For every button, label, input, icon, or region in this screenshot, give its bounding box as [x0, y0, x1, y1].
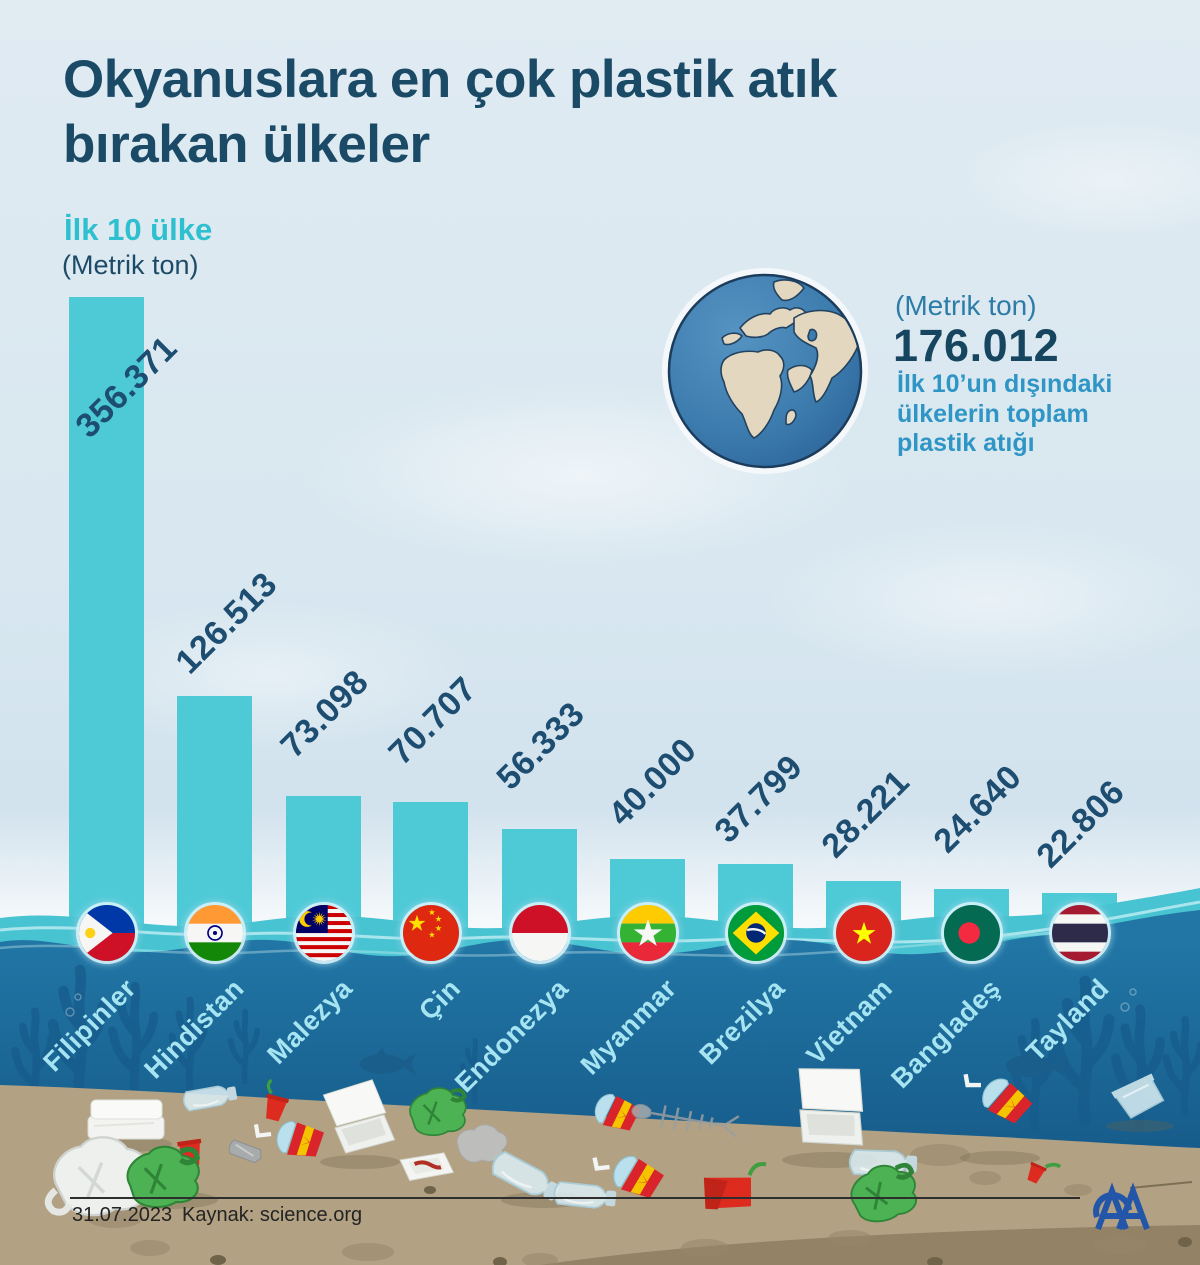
- footer-divider: [70, 1197, 1080, 1199]
- bangladesh-flag-icon: [940, 902, 1003, 964]
- trash-drink-cup-icon: [963, 1072, 1036, 1130]
- aside-value: 176.012: [893, 320, 1060, 371]
- ocean-scene: [0, 888, 1200, 1265]
- malaysia-flag-icon: [292, 902, 355, 964]
- bar-filipinler: [69, 297, 144, 965]
- philippines-flag-icon: [75, 902, 138, 964]
- sand-patches: [87, 1144, 1146, 1265]
- thailand-flag-icon: [1048, 902, 1111, 964]
- trash-white-bag-icon: [44, 1136, 150, 1217]
- trash-drink-cup-icon: [253, 1118, 326, 1162]
- title-line1: Okyanuslara en çok plastik atık: [63, 50, 838, 109]
- vietnam-flag-icon: [832, 902, 895, 964]
- myanmar-flag-icon: [616, 902, 679, 964]
- sand-crack: [1129, 1181, 1193, 1189]
- india-flag-icon: [183, 902, 246, 964]
- trash-red-cup-icon: [1024, 1161, 1062, 1186]
- aside-unit: (Metrik ton): [895, 290, 1037, 321]
- footer-date: 31.07.2023: [72, 1204, 173, 1226]
- value-text: 56.333: [489, 694, 592, 798]
- aside-description: İlk 10’un dışındaki ülkelerin toplam pla…: [897, 370, 1113, 457]
- trash-crushed-bottle-icon: [228, 1139, 262, 1164]
- footer-source: Kaynak: science.org: [182, 1204, 363, 1226]
- title-line2: bırakan ülkeler: [63, 114, 430, 174]
- value-text: 73.098: [273, 662, 376, 766]
- chart-subtitle: İlk 10 ülke: [64, 212, 213, 247]
- value-text: 70.707: [381, 669, 484, 773]
- cloud-shape: [760, 520, 1200, 680]
- anadolu-agency-logo: [1088, 1176, 1150, 1237]
- chart-unit: (Metrik ton): [62, 250, 199, 280]
- indonesia-flag-icon: [508, 902, 571, 964]
- brazil-flag-icon: [724, 902, 787, 964]
- trash-clear-cup-icon: [1111, 1073, 1165, 1119]
- trash-fish-skeleton-icon: [631, 1104, 740, 1138]
- globe-icon: [662, 268, 868, 479]
- page-title: Okyanuslara en çok plastik atık bırakan …: [63, 48, 1043, 177]
- trash-food-tray-icon: [399, 1152, 455, 1181]
- trash-red-cup-icon: [261, 1078, 289, 1123]
- value-text: 126.513: [168, 565, 285, 682]
- trash-plastic-wrap-icon: [456, 1124, 508, 1163]
- trash-red-wrapper-icon: [703, 1162, 767, 1210]
- trash-styrofoam-stack-icon: [87, 1099, 165, 1140]
- trash-drink-cup-icon: [592, 1151, 667, 1204]
- china-flag-icon: [399, 902, 462, 964]
- bubbles: [65, 988, 1137, 1017]
